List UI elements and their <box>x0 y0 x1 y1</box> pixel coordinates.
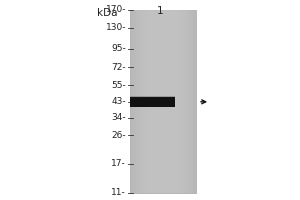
Text: 34-: 34- <box>111 113 126 122</box>
Bar <box>154 10 172 193</box>
Bar <box>157 10 169 193</box>
Text: 43-: 43- <box>111 97 126 106</box>
Text: 72-: 72- <box>111 63 126 72</box>
Text: 55-: 55- <box>111 81 126 90</box>
Text: 11-: 11- <box>111 188 126 197</box>
Text: 130-: 130- <box>106 23 126 32</box>
Bar <box>148 10 178 193</box>
Bar <box>151 10 175 193</box>
Text: 26-: 26- <box>111 131 126 140</box>
Bar <box>139 10 187 193</box>
Bar <box>130 96 175 97</box>
Bar <box>160 10 166 193</box>
Text: kDa: kDa <box>98 8 118 18</box>
Bar <box>130 97 175 107</box>
Bar <box>130 96 175 97</box>
Bar <box>136 10 190 193</box>
Text: 1: 1 <box>157 6 163 16</box>
Bar <box>133 10 193 193</box>
Bar <box>130 97 175 98</box>
Text: 17-: 17- <box>111 159 126 168</box>
Text: 170-: 170- <box>106 5 126 14</box>
Bar <box>145 10 181 193</box>
Text: 95-: 95- <box>111 44 126 53</box>
Bar <box>130 10 196 193</box>
Bar <box>142 10 184 193</box>
